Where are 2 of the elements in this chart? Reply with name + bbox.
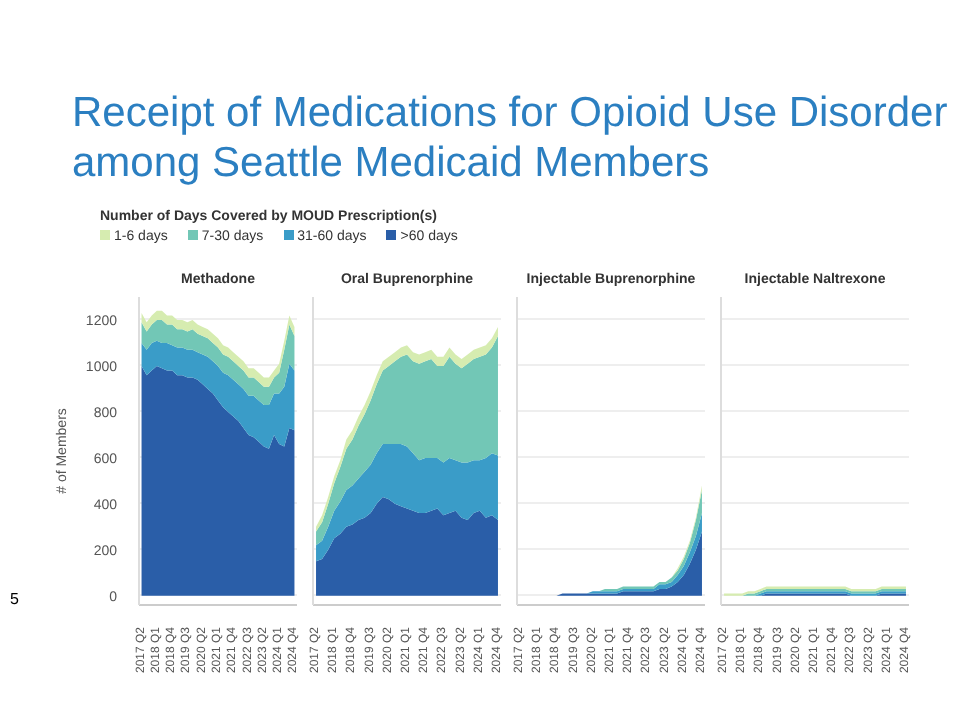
text: 5 xyxy=(10,588,19,612)
text: Receipt of Medications for Opioid Use Disorder among Seattle Medicaid Members xyxy=(72,88,950,189)
